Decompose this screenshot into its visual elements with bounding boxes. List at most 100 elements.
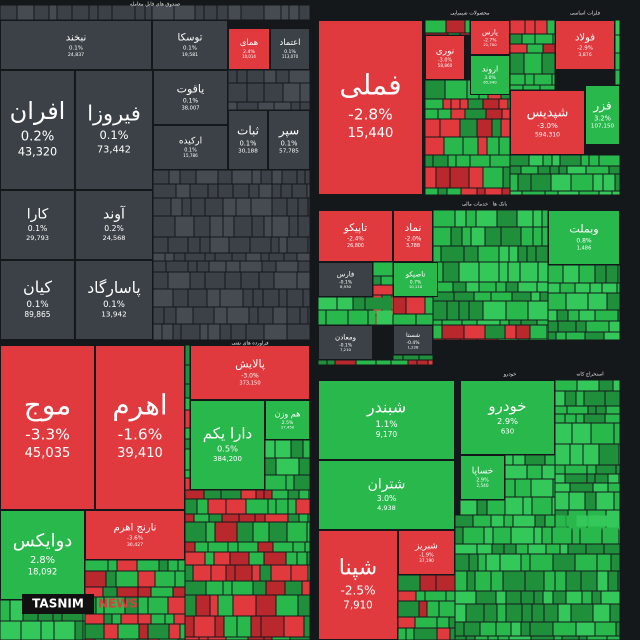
small-tile [543, 155, 552, 166]
small-tile [619, 527, 620, 544]
small-tile [523, 497, 532, 515]
tile-volume: 10,014 [242, 54, 256, 59]
sector-header: فلزات اساسی [570, 11, 601, 17]
small-tile [566, 332, 585, 340]
small-tile [227, 307, 249, 324]
tile-name: اهرم [112, 389, 167, 422]
tile [153, 125, 228, 170]
tile-name: نوری [436, 46, 455, 56]
small-tile [425, 20, 446, 33]
tile-name: پارس [482, 28, 498, 36]
tile [153, 70, 228, 125]
small-tile [466, 604, 484, 622]
small-tile [286, 552, 297, 565]
tile [152, 20, 228, 70]
small-tile [442, 320, 462, 325]
small-tile [208, 499, 226, 514]
small-tile [546, 544, 560, 554]
tile-change: -1.9% [419, 552, 434, 558]
small-tile [498, 636, 509, 640]
small-tile [297, 170, 305, 184]
small-tile [290, 637, 310, 640]
small-tile [185, 428, 190, 439]
small-tile [425, 99, 443, 109]
tile-volume: 7,910 [343, 600, 372, 612]
small-tile [601, 591, 620, 604]
small-tile [455, 571, 467, 591]
small-tile [535, 34, 553, 44]
tile-change: -3.3% [25, 426, 70, 444]
small-tile [180, 624, 185, 639]
small-tile [425, 109, 438, 119]
small-tile [165, 253, 174, 261]
tile-volume: 10,110 [409, 284, 423, 289]
small-tile [479, 262, 499, 282]
small-tile [196, 170, 218, 184]
small-tile [533, 227, 542, 246]
small-tile [483, 167, 503, 188]
small-tile [176, 184, 190, 198]
small-tile [593, 483, 608, 492]
small-tile [326, 310, 348, 325]
small-tile [469, 554, 478, 571]
small-tile [265, 458, 276, 475]
small-tile [550, 166, 559, 174]
small-tile [197, 499, 208, 514]
small-tile [592, 591, 601, 604]
small-tile [256, 490, 264, 499]
tile-volume: 4,938 [377, 504, 396, 512]
tile-volume: 37,190 [419, 558, 434, 563]
tile-volume: 21,700 [483, 42, 497, 47]
tile-change: -2.7% [483, 37, 497, 43]
small-tile [474, 292, 491, 301]
small-tile [436, 167, 450, 188]
small-tile [556, 332, 566, 340]
tile-volume: 89,865 [24, 310, 50, 319]
small-tile [616, 465, 620, 474]
small-tile [294, 475, 310, 490]
small-tile [544, 604, 558, 622]
small-tile [185, 439, 190, 449]
small-tile [433, 325, 442, 339]
small-tile [171, 198, 182, 216]
small-tile [289, 216, 298, 237]
tile [318, 210, 393, 262]
small-tile [169, 170, 180, 184]
tile-change: -0.1% [339, 342, 353, 348]
small-tile [510, 174, 518, 191]
small-tile [616, 622, 620, 636]
small-tile [509, 246, 518, 262]
small-tile [552, 155, 560, 166]
small-tile [605, 391, 620, 406]
small-tile [209, 261, 226, 272]
small-tile [233, 184, 249, 198]
small-tile [188, 261, 197, 272]
small-tile [555, 483, 570, 492]
small-tile [558, 604, 571, 622]
small-tile [368, 310, 376, 325]
small-tile [214, 307, 227, 324]
small-tile [548, 310, 557, 321]
small-tile [305, 542, 310, 552]
small-tile [506, 282, 518, 292]
small-tile [542, 227, 548, 246]
tile-name: شبندر [366, 398, 406, 418]
small-tile [153, 289, 173, 307]
small-tile [271, 237, 279, 253]
small-tile [609, 166, 620, 174]
small-tile [365, 297, 388, 310]
small-tile [615, 20, 620, 35]
small-tile [456, 155, 470, 167]
tile-volume: 107,150 [591, 124, 615, 130]
small-tile [419, 355, 433, 360]
small-tile [529, 155, 543, 166]
small-tile [436, 575, 455, 591]
small-tile [85, 560, 108, 571]
small-tile [516, 544, 528, 554]
small-tile [240, 261, 262, 272]
small-tile [525, 20, 535, 34]
small-tile [475, 571, 491, 591]
tile-name: افران [10, 97, 66, 125]
small-tile [215, 253, 232, 261]
small-tile [112, 614, 121, 624]
